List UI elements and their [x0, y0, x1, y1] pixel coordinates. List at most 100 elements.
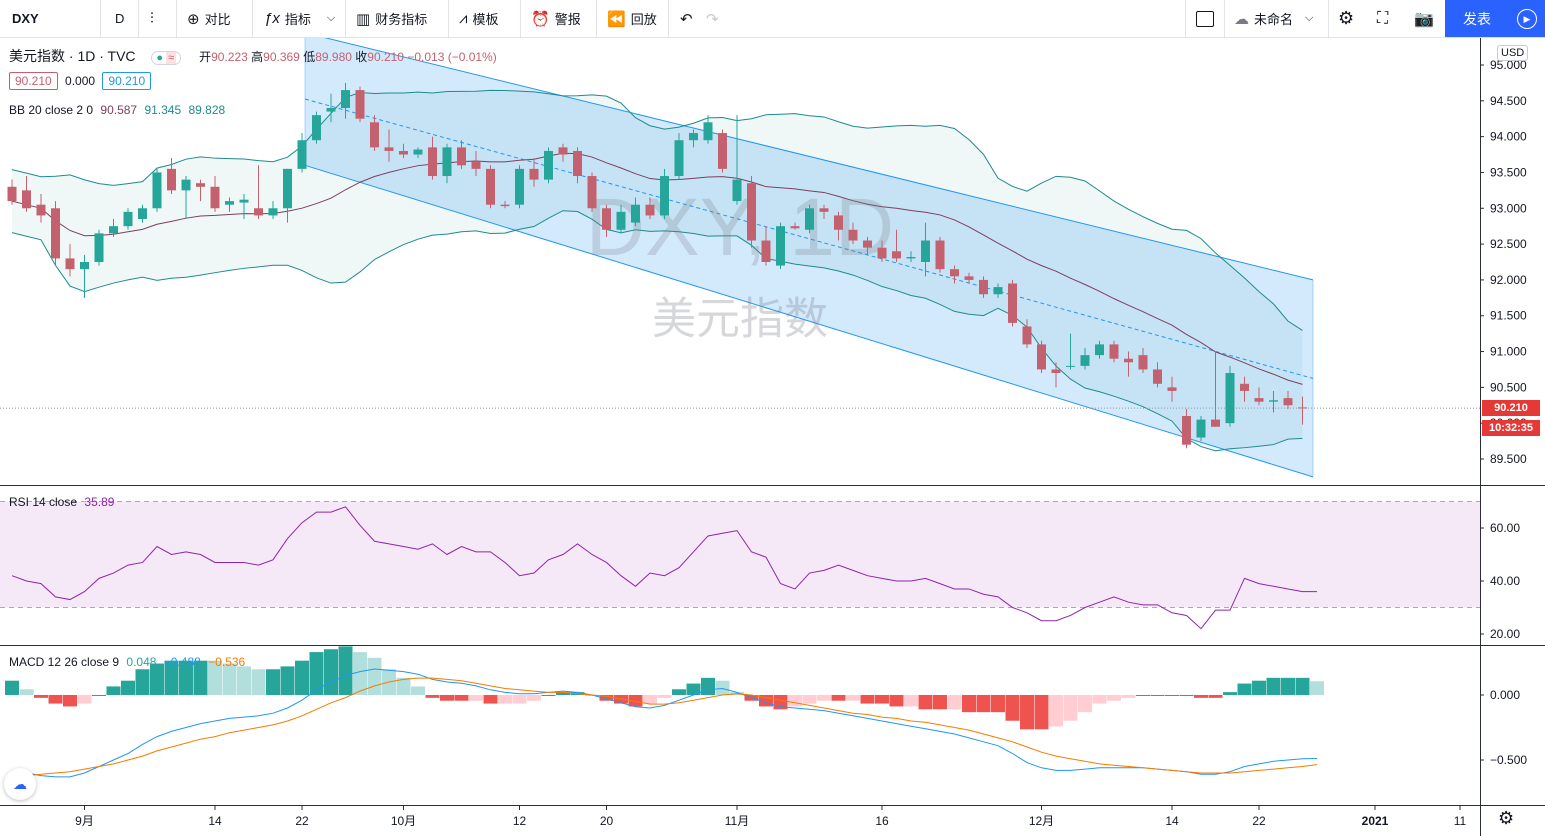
- candle-body: [1124, 358, 1133, 363]
- macd-histogram-bar: [599, 695, 614, 701]
- candle-body: [950, 269, 959, 277]
- time-tick-label: 16: [875, 814, 889, 828]
- time-tick-label: 14: [208, 814, 222, 828]
- price-tick-label: 94.000: [1490, 130, 1527, 144]
- time-tick-label: 11月: [725, 814, 749, 828]
- layout-name-button[interactable]: ☁ 未命名 ⌵: [1234, 0, 1318, 37]
- high-label: 高: [251, 50, 264, 64]
- close-value: 90.210: [367, 50, 404, 64]
- candle-body: [529, 168, 539, 180]
- macd-histogram-bar: [77, 695, 92, 704]
- macd-histogram-bar: [237, 666, 251, 695]
- rsi-value: 35.89: [84, 495, 115, 509]
- macd-histogram-bar: [962, 695, 976, 713]
- chart-style-button[interactable]: ⫶: [150, 0, 159, 37]
- candle-body: [123, 211, 133, 227]
- templates-button[interactable]: ⩘ 模板: [459, 0, 498, 37]
- macd-histogram-bar: [1179, 695, 1194, 696]
- interval-button[interactable]: D: [115, 0, 124, 37]
- candle-body: [355, 90, 365, 119]
- rsi-tick-label: 20.00: [1490, 627, 1520, 641]
- macd-histogram-bar: [454, 695, 469, 701]
- financials-button[interactable]: ▥ 财务指标: [356, 0, 427, 37]
- gear-icon[interactable]: ⚙: [1498, 808, 1515, 828]
- macd-histogram-bar: [222, 663, 237, 695]
- market-status-badge[interactable]: ● ≈: [151, 51, 182, 65]
- candle-body: [283, 168, 292, 209]
- candle-body: [109, 226, 118, 234]
- symbol-title: 美元指数 · 1D · TVC: [9, 48, 136, 64]
- bb-lower-value: 89.828: [188, 103, 226, 117]
- macd-histogram-bar: [280, 666, 295, 695]
- play-button[interactable]: ▶: [1509, 0, 1545, 37]
- regression-channel-median: [304, 98, 1314, 379]
- candle-body: [558, 147, 568, 155]
- undo-button[interactable]: ↶: [680, 0, 698, 37]
- alert-button[interactable]: ⏰ 警报: [531, 0, 581, 37]
- bid-box[interactable]: 90.210: [9, 72, 58, 90]
- bid-ask-legend: 90.210 0.000 90.210: [9, 72, 152, 90]
- macd-histogram-bar: [19, 689, 34, 695]
- undo-icon: ↶: [680, 10, 693, 28]
- macd-histogram-bar: [34, 695, 48, 698]
- macd-histogram-bar: [150, 663, 164, 695]
- toolbar-divider: [1328, 0, 1329, 37]
- macd-histogram-bar: [976, 695, 991, 713]
- redo-button[interactable]: ↷: [706, 0, 724, 37]
- settings-button[interactable]: ⚙: [1338, 0, 1359, 37]
- toolbar-divider: [448, 0, 449, 37]
- indicators-button[interactable]: ƒx 指标 ⌵: [264, 0, 340, 37]
- price-tick-label: 92.500: [1490, 237, 1527, 251]
- candle-body: [7, 186, 17, 202]
- tradingview-logo-icon[interactable]: ☁: [4, 768, 36, 800]
- fullscreen-toggle-button[interactable]: [1196, 0, 1214, 37]
- low-value: 89.980: [315, 50, 352, 64]
- candle-body: [254, 208, 263, 216]
- candle-body: [703, 122, 713, 141]
- candle-body: [399, 150, 408, 155]
- watermark-name: 美元指数: [652, 294, 828, 345]
- macd-histogram-bar: [947, 695, 962, 710]
- fx-icon: ƒx: [264, 10, 280, 27]
- bb-title: BB 20 close 2 0: [9, 103, 94, 117]
- candle-body: [1037, 344, 1046, 370]
- candle-body: [196, 183, 205, 187]
- interval-label: D: [115, 11, 125, 26]
- macd-histogram-bar: [48, 695, 63, 704]
- macd-histogram-bar: [1121, 695, 1136, 698]
- publish-button[interactable]: 发表: [1445, 0, 1509, 37]
- replay-button[interactable]: ⏪ 回放: [607, 0, 657, 37]
- snapshot-button[interactable]: 📷: [1414, 0, 1439, 37]
- macd-signal-value: −0.536: [208, 655, 246, 669]
- chart-canvas[interactable]: DXY, 1D美元指数95.00094.50094.00093.50093.00…: [0, 38, 1545, 836]
- template-icon: ⩘: [459, 10, 468, 27]
- candle-body: [979, 279, 988, 295]
- currency-badge[interactable]: USD: [1497, 45, 1529, 61]
- time-tick-label: 12月: [1029, 814, 1054, 828]
- candle-body: [297, 140, 307, 169]
- candle-body: [268, 208, 278, 216]
- candle-body: [486, 168, 495, 205]
- chevron-down-icon: ⌵: [326, 12, 336, 24]
- candle-body: [457, 147, 466, 166]
- symbol-search-button[interactable]: DXY: [12, 0, 39, 37]
- cloud-icon: ☁: [1234, 10, 1249, 28]
- macd-signal-line: [11, 677, 1318, 778]
- fullscreen-button[interactable]: ⛶: [1377, 0, 1393, 37]
- macd-histogram-bar: [208, 660, 222, 695]
- macd-histogram-bar: [527, 695, 541, 701]
- candle-body: [181, 179, 191, 191]
- macd-histogram-bar: [440, 695, 454, 701]
- time-tick-label: 12: [513, 814, 527, 828]
- macd-histogram-bar: [353, 652, 367, 695]
- macd-histogram-bar: [1208, 695, 1223, 698]
- candle-body: [225, 201, 234, 205]
- high-value: 90.369: [263, 50, 300, 64]
- compare-button[interactable]: ⊕ 对比: [187, 0, 231, 37]
- macd-histogram-bar: [135, 669, 150, 695]
- rsi-band-fill: [0, 501, 1480, 608]
- templates-label: 模板: [472, 12, 499, 27]
- ask-box[interactable]: 90.210: [102, 72, 152, 90]
- macd-histogram-bar: [846, 695, 860, 701]
- candle-body: [1153, 369, 1162, 384]
